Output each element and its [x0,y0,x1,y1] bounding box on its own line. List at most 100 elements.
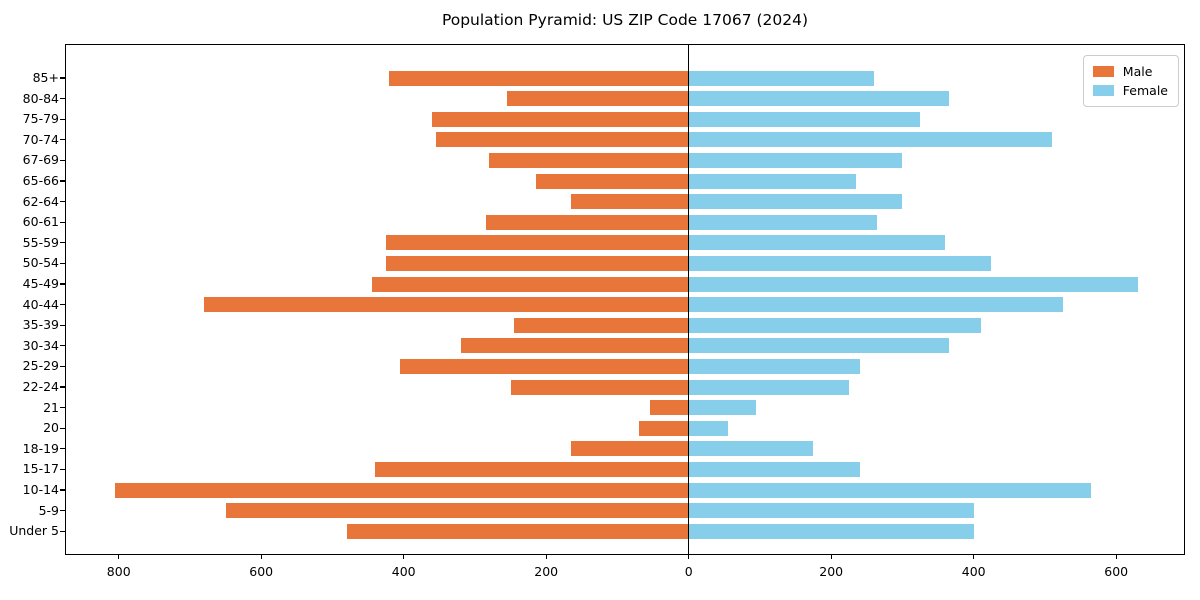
y-tick-label: 5-9 [38,502,59,518]
y-tick-mark [60,180,65,182]
y-tick-label: 20 [43,420,59,436]
y-tick-label: 30-34 [22,337,59,353]
y-tick-label: 18-19 [22,440,59,456]
y-tick-label: 22-24 [22,379,59,394]
x-tick-label: 200 [819,564,844,579]
y-tick-label: 45-49 [22,276,59,291]
bar-female [688,194,903,210]
bar-male [432,111,689,127]
x-tick-mark [403,554,405,559]
y-tick-label: 25-29 [22,358,59,374]
y-tick-label: Under 5 [9,523,59,539]
bar-female [688,297,1063,313]
y-tick-mark [60,77,65,79]
legend-label-female: Female [1122,83,1168,98]
x-tick-mark [830,554,832,559]
bar-female [688,358,860,374]
bar-female [688,503,974,519]
y-tick-mark [60,303,65,306]
y-tick-mark [60,530,65,532]
legend-label-male: Male [1122,64,1153,79]
bar-male [489,152,689,168]
y-tick-label: 35-39 [22,317,59,333]
bar-female [688,214,878,230]
bar-male [400,358,689,374]
bar-male [389,70,689,86]
bar-male [385,235,689,251]
bar-male [385,255,689,271]
legend-entry-female: Female [1092,81,1168,100]
x-tick-label: 600 [1104,564,1129,579]
bar-male [638,420,689,436]
legend-swatch-male [1092,66,1114,77]
bar-female [688,255,992,271]
y-tick-mark [60,97,65,100]
bar-male [371,276,689,292]
y-tick-label: 40-44 [22,296,59,312]
bar-female [688,523,974,539]
y-tick-mark [60,262,65,265]
bar-male [571,441,689,457]
bar-male [571,194,689,210]
y-tick-label: 85+ [32,70,59,85]
bar-male [649,400,689,416]
bar-male [225,503,689,519]
bar-female [688,379,849,395]
bar-male [514,317,689,333]
y-tick-mark [60,406,65,409]
bar-female [688,441,814,457]
bar-female [688,482,1092,498]
bar-male [460,338,689,354]
y-tick-mark [60,386,65,388]
y-tick-mark [60,509,65,512]
bar-female [688,461,860,477]
bar-female [688,420,728,436]
y-tick-mark [60,221,65,223]
bar-female [688,400,757,416]
y-tick-mark [60,468,65,471]
y-tick-label: 65-66 [22,173,59,188]
bar-female [688,111,921,127]
y-tick-label: 50-54 [22,255,59,271]
bar-male [375,461,689,477]
bar-male [485,214,689,230]
plot-area: Male Female 85+ 80-84 75-79 70-74 67-69 65-66… [9,44,1185,579]
y-tick-mark [60,324,65,326]
y-tick-mark [60,448,65,450]
y-tick-mark [60,139,65,141]
x-tick-mark [1115,554,1117,559]
bar-female [688,152,903,168]
y-tick-label: 80-84 [22,90,59,106]
y-tick-mark [60,489,65,491]
y-tick-mark [60,118,65,120]
bar-female [688,132,1053,148]
legend-swatch-female [1092,85,1114,96]
y-tick-mark [60,159,65,162]
bar-male [507,91,689,107]
x-tick-mark [118,554,120,559]
y-tick-mark [60,200,65,203]
x-tick-label: 200 [534,564,559,579]
y-tick-mark [60,242,65,244]
y-tick-label: 55-59 [22,234,59,250]
x-tick-mark [973,554,975,559]
x-tick-label: 800 [106,564,131,579]
y-tick-label: 70-74 [22,131,59,147]
y-tick-mark [60,283,65,285]
y-tick-label: 75-79 [22,111,59,127]
chart-title: Population Pyramid: US ZIP Code 17067 (2… [441,11,809,29]
y-tick-label: 60-61 [22,214,59,230]
bar-female [688,173,857,189]
bar-male [346,523,689,539]
bar-female [688,338,949,354]
bar-female [688,235,946,251]
y-tick-mark [60,427,65,429]
legend: Male Female [1082,55,1179,107]
bar-male [204,297,689,313]
x-tick-mark [545,554,547,559]
y-tick-label: 21 [43,399,59,415]
zero-axis-line [687,45,690,554]
x-tick-mark [260,554,262,559]
x-tick-label: 400 [391,564,416,579]
